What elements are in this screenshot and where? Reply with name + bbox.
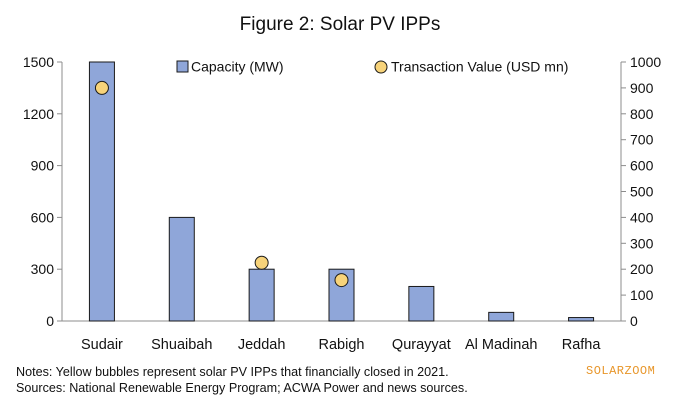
bubble-series — [94, 80, 349, 288]
bar-qurayyat — [408, 285, 435, 322]
legend: Capacity (MW) Transaction Value (USD mn) — [176, 59, 568, 75]
category-label: Jeddah — [238, 337, 286, 353]
right-tick-label: 100 — [630, 287, 654, 303]
left-tick-label: 1500 — [23, 54, 54, 70]
legend-bar-label: Capacity (MW) — [191, 59, 284, 75]
left-tick-label: 300 — [31, 261, 55, 277]
chart: Figure 2: Solar PV IPPs 0 300 600 900 1200 15… — [23, 14, 662, 353]
right-tick-label: 200 — [630, 261, 654, 277]
bar-rabigh — [328, 268, 355, 322]
brand-watermark: SOLARZOOM — [586, 364, 656, 378]
right-tick-label: 700 — [630, 132, 654, 148]
right-tick-label: 800 — [630, 106, 654, 122]
right-tick-label: 900 — [630, 80, 654, 96]
category-label: Rabigh — [319, 337, 365, 353]
bar-rafha — [568, 317, 595, 322]
bubble-jeddah — [254, 255, 269, 270]
category-label: Sudair — [81, 337, 123, 353]
sources-line: Sources: National Renewable Energy Progr… — [16, 381, 468, 395]
right-tick-label: 500 — [630, 184, 654, 200]
category-label: Rafha — [562, 337, 602, 353]
right-axis: 0 100 200 300 400 500 600 700 800 900 1000 — [620, 54, 661, 329]
bar-sudair — [88, 61, 115, 322]
bubble-rabigh — [334, 273, 349, 288]
category-label: Qurayyat — [392, 337, 451, 353]
notes-line: Notes: Yellow bubbles represent solar PV… — [16, 365, 449, 379]
right-tick-label: 300 — [630, 235, 654, 251]
left-tick-label: 600 — [31, 209, 55, 225]
right-tick-label: 400 — [630, 209, 654, 225]
legend-bar-swatch — [176, 60, 189, 73]
legend-bubble-swatch — [374, 60, 388, 74]
bar-shuaibah — [168, 216, 195, 322]
category-label: Shuaibah — [151, 337, 212, 353]
bar-series — [88, 61, 595, 322]
x-axis: Sudair Shuaibah Jeddah Rabigh Qurayyat Al Mad… — [62, 320, 621, 353]
category-label: Al Madinah — [465, 337, 538, 353]
left-tick-label: 1200 — [23, 106, 54, 122]
legend-bubble-label: Transaction Value (USD mn) — [391, 59, 568, 75]
left-axis: 0 300 600 900 1200 1500 — [23, 54, 63, 329]
right-tick-label: 1000 — [630, 54, 661, 70]
right-tick-label: 0 — [630, 313, 638, 329]
bubble-sudair — [94, 80, 109, 95]
bar-jeddah — [248, 268, 275, 322]
chart-title: Figure 2: Solar PV IPPs — [240, 14, 441, 35]
left-tick-label: 0 — [46, 313, 54, 329]
left-tick-label: 900 — [31, 158, 55, 174]
bar-al-madinah — [488, 311, 515, 322]
right-tick-label: 600 — [630, 158, 654, 174]
chart-notes: Notes: Yellow bubbles represent solar PV… — [16, 364, 468, 396]
